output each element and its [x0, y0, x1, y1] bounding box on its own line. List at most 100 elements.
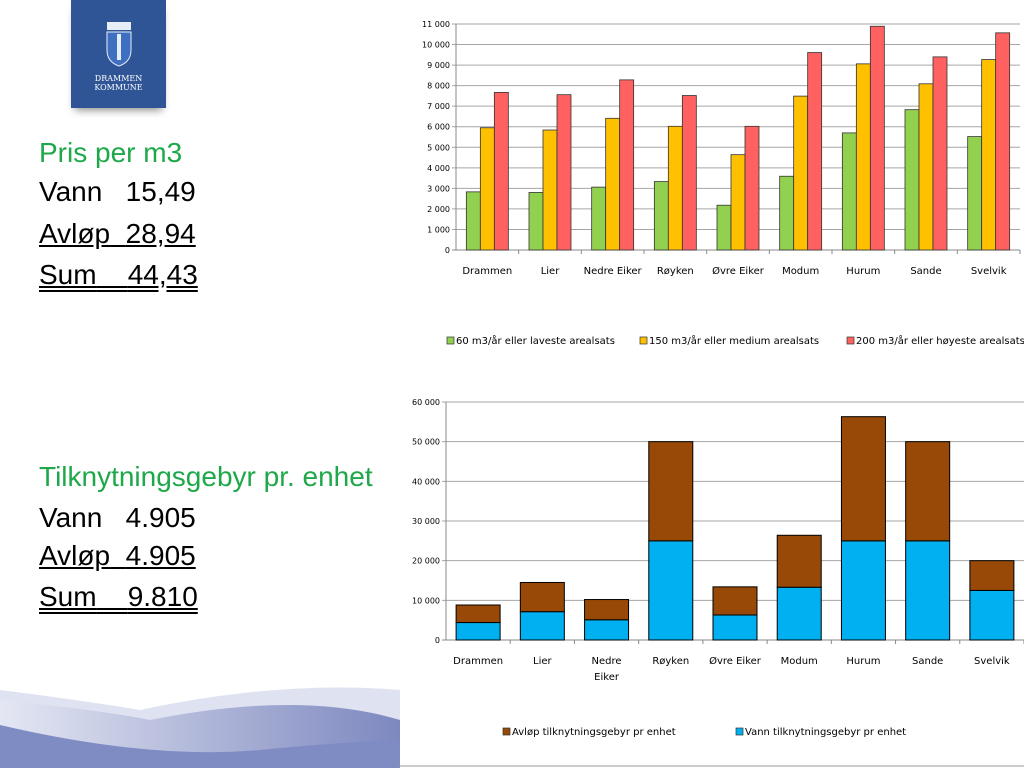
x-category-label: Sande [912, 656, 943, 667]
x-category-label: Hurum [846, 656, 880, 667]
x-category-label: Drammen [462, 266, 512, 277]
price-row-vann: Vann 15,49 [39, 176, 196, 208]
bar-segment [969, 560, 1015, 591]
x-category-label: Hurum [846, 266, 880, 277]
y-tick-label: 7 000 [427, 102, 450, 111]
x-category-label: Svelvik [974, 656, 1010, 667]
bar [793, 95, 809, 251]
logo-line-2: KOMMUNE [94, 83, 143, 92]
y-tick-label: 6 000 [427, 123, 450, 132]
bar-segment [519, 581, 565, 613]
logo-line-1: DRAMMEN [94, 74, 143, 83]
bar [744, 125, 760, 251]
legend-label: Vann tilknytningsgebyr pr enhet [745, 727, 906, 738]
bar [479, 127, 495, 251]
bar [619, 79, 635, 251]
bar-segment [840, 540, 886, 641]
x-category-label: Drammen [453, 656, 503, 667]
label: Vann [39, 176, 103, 207]
bar-segment [648, 540, 694, 641]
x-category-label: Sande [910, 266, 941, 277]
y-tick-label: 40 000 [412, 477, 440, 486]
price-row-sum: Sum 44,43 [39, 259, 198, 291]
legend-label: 200 m3/år eller høyeste arealsats [856, 334, 1024, 347]
bar [855, 63, 871, 251]
bar [730, 154, 746, 251]
legend-label: 60 m3/år eller laveste arealsats [456, 334, 615, 347]
bar [918, 83, 934, 251]
y-tick-label: 20 000 [412, 557, 440, 566]
y-tick-label: 10 000 [422, 41, 450, 50]
x-category-label: Eiker [594, 672, 620, 683]
value: 44,43 [127, 259, 198, 290]
bar-segment [969, 589, 1015, 641]
x-category-label: Nedre Eiker [584, 266, 643, 277]
bar-segment [584, 599, 630, 621]
y-tick-label: 5 000 [427, 143, 450, 152]
value: 9.810 [127, 581, 198, 612]
bar-segment [776, 586, 822, 641]
y-tick-label: 9 000 [427, 61, 450, 70]
label: Avløp [39, 540, 111, 571]
y-tick-label: 60 000 [412, 398, 440, 407]
legend-swatch [735, 727, 744, 736]
bar-segment [648, 441, 694, 542]
legend-label: 150 m3/år eller medium arealsats [649, 334, 819, 347]
bar [967, 136, 983, 251]
value: 4.905 [125, 540, 196, 571]
bar [779, 175, 795, 251]
drammen-kommune-logo: DRAMMEN KOMMUNE [71, 0, 166, 108]
y-tick-label: 8 000 [427, 82, 450, 91]
bar [869, 25, 885, 251]
bar [556, 94, 572, 251]
bar-segment [840, 416, 886, 542]
bar [667, 125, 683, 251]
x-category-label: Lier [533, 656, 553, 667]
connection-row-vann: Vann 4.905 [39, 502, 196, 534]
bar-segment [905, 441, 951, 542]
label: Sum [39, 259, 97, 290]
y-tick-label: 0 [435, 636, 440, 645]
x-category-label: Nedre [592, 656, 622, 667]
value: 28,94 [125, 218, 196, 249]
x-category-label: Røyken [652, 656, 689, 667]
bar [653, 181, 669, 251]
bar-segment [712, 614, 758, 641]
bar [981, 59, 997, 251]
bar [904, 109, 920, 251]
x-category-label: Lier [541, 266, 561, 277]
bar [542, 129, 558, 251]
legend-swatch [639, 336, 648, 345]
y-tick-label: 11 000 [422, 20, 450, 29]
connection-row-avlop: Avløp 4.905 [39, 540, 196, 572]
bar-segment [776, 534, 822, 588]
label: Vann [39, 502, 103, 533]
value: 4.905 [125, 502, 196, 533]
bar-segment [905, 540, 951, 641]
x-category-label: Modum [781, 656, 818, 667]
y-tick-label: 2 000 [427, 205, 450, 214]
legend-swatch [846, 336, 855, 345]
x-category-label: Røyken [657, 266, 694, 277]
price-row-avlop: Avløp 28,94 [39, 218, 196, 250]
bar-segment [455, 622, 501, 641]
price-heading: Pris per m3 [39, 137, 183, 168]
y-tick-label: 10 000 [412, 596, 440, 605]
bar-segment [712, 586, 758, 616]
x-category-label: Øvre Eiker [712, 265, 765, 277]
decorative-wave [0, 687, 400, 768]
bar [681, 95, 697, 251]
value: 15,49 [125, 176, 196, 207]
y-tick-label: 1 000 [427, 225, 450, 234]
x-category-label: Øvre Eiker [709, 655, 762, 667]
legend-label: Avløp tilknytningsgebyr pr enhet [512, 727, 676, 738]
legend-swatch [502, 727, 511, 736]
connection-heading: Tilknytningsgebyr pr. enhet [39, 461, 373, 492]
x-category-label: Svelvik [971, 266, 1007, 277]
bar [465, 191, 481, 251]
bar [528, 192, 544, 251]
bar-segment [519, 611, 565, 641]
bar [605, 117, 621, 251]
legend-swatch [446, 336, 455, 345]
